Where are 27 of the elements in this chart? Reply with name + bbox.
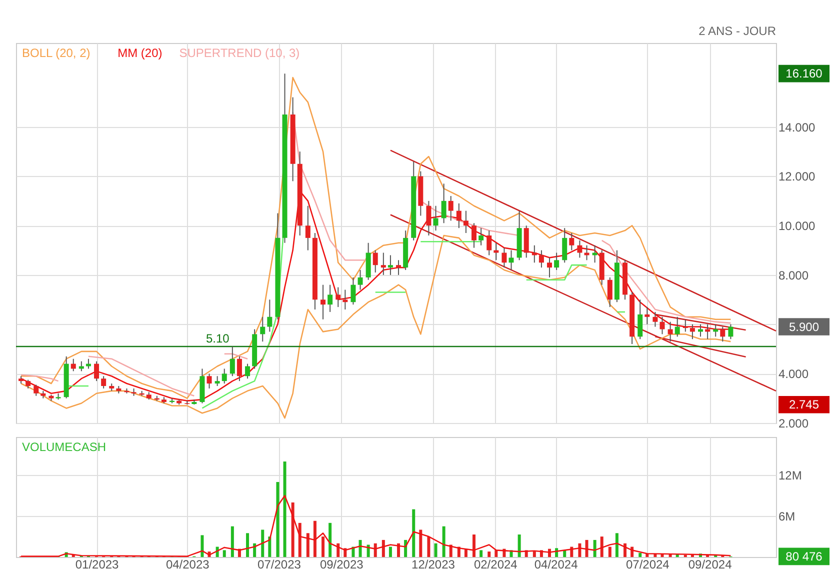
y-tick-label: 12.000 [778,170,816,184]
text: 5.900 [788,320,820,334]
x-tick-label: 07/2024 [626,558,670,572]
text: 16.160 [786,66,823,81]
text: SUPERTREND (10, 3) [179,46,300,60]
text: MM (20) [118,46,162,60]
y-tick-label: 12M [778,468,802,483]
text: 2.745 [788,398,820,412]
y-tick-label: 8.000 [778,268,809,282]
y-tick-label: 4.000 [778,367,809,382]
y-tick-label: 14.000 [778,120,816,134]
y-tick-label: 2.000 [778,416,809,430]
x-tick-label: 01/2023 [75,558,120,572]
y-tick-label: 10.000 [778,219,816,234]
x-tick-label: 04/2024 [534,558,578,572]
y-tick-label: 6M [778,510,796,524]
x-tick-label: 09/2024 [688,558,732,572]
text: BOLL (20, 2) [22,46,90,60]
text: 80 476 [786,549,823,564]
x-tick-label: 04/2023 [166,558,210,572]
ref-line-label: 5.10 [206,332,230,346]
text: 2 ANS - JOUR [698,24,776,38]
x-tick-label: 12/2023 [412,558,456,572]
x-tick-label: 09/2023 [320,558,364,572]
x-tick-label: 07/2023 [258,558,302,572]
x-tick-label: 02/2024 [474,558,518,572]
chart-title: VOLUMECASH [22,440,106,454]
